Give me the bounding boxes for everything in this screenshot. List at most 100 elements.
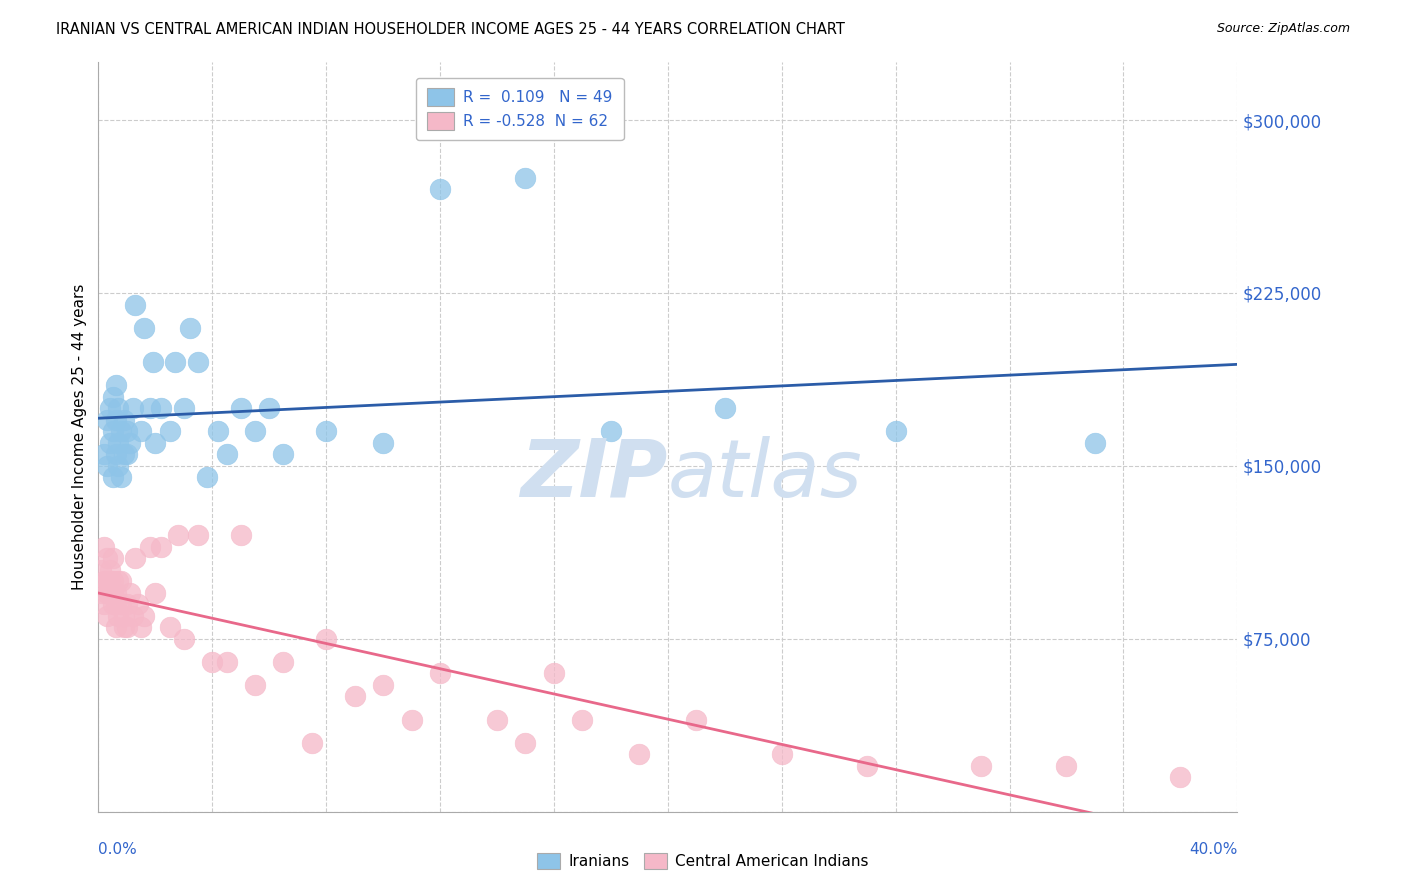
Legend: Iranians, Central American Indians: Iranians, Central American Indians: [531, 847, 875, 875]
Point: [132, 608, 155, 623]
Point: [107, 608, 129, 623]
Point: [515, 170, 537, 185]
Point: [118, 585, 141, 599]
Y-axis label: Householder Income Ages 25 - 44 years: Householder Income Ages 25 - 44 years: [72, 284, 87, 591]
Point: [107, 458, 129, 473]
Text: 40.0%: 40.0%: [1189, 842, 1237, 856]
Point: [101, 425, 124, 439]
Point: [107, 401, 129, 416]
Point: [884, 425, 907, 439]
Point: [373, 678, 395, 692]
Point: [115, 425, 138, 439]
Point: [115, 597, 138, 611]
Point: [93, 447, 115, 461]
Point: [138, 540, 160, 554]
Text: 0.0%: 0.0%: [98, 842, 138, 856]
Point: [159, 620, 181, 634]
Point: [98, 563, 121, 577]
Text: atlas: atlas: [668, 435, 863, 514]
Point: [96, 458, 118, 473]
Point: [127, 597, 149, 611]
Point: [207, 425, 229, 439]
Point: [107, 574, 129, 589]
Point: [110, 425, 132, 439]
Point: [104, 413, 127, 427]
Point: [96, 551, 118, 566]
Point: [115, 620, 138, 634]
Point: [201, 655, 224, 669]
Point: [173, 401, 195, 416]
Point: [90, 585, 112, 599]
Point: [173, 632, 195, 646]
Point: [243, 678, 266, 692]
Point: [98, 574, 121, 589]
Point: [138, 401, 160, 416]
Point: [145, 585, 167, 599]
Point: [165, 355, 187, 369]
Point: [150, 540, 173, 554]
Point: [98, 585, 121, 599]
Point: [101, 574, 124, 589]
Point: [104, 378, 127, 392]
Point: [110, 597, 132, 611]
Point: [115, 447, 138, 461]
Point: [124, 297, 146, 311]
Point: [104, 447, 127, 461]
Point: [373, 435, 395, 450]
Point: [96, 585, 118, 599]
Point: [229, 528, 252, 542]
Point: [101, 551, 124, 566]
Point: [429, 182, 451, 196]
Point: [215, 655, 238, 669]
Point: [101, 470, 124, 484]
Point: [101, 585, 124, 599]
Point: [685, 713, 707, 727]
Point: [401, 713, 423, 727]
Point: [110, 470, 132, 484]
Point: [121, 401, 143, 416]
Point: [195, 470, 218, 484]
Point: [93, 574, 115, 589]
Point: [112, 413, 135, 427]
Point: [315, 425, 337, 439]
Point: [104, 620, 127, 634]
Point: [1084, 435, 1107, 450]
Point: [129, 620, 152, 634]
Text: Source: ZipAtlas.com: Source: ZipAtlas.com: [1216, 22, 1350, 36]
Point: [628, 747, 651, 761]
Point: [101, 597, 124, 611]
Point: [543, 666, 565, 681]
Point: [215, 447, 238, 461]
Point: [429, 666, 451, 681]
Point: [112, 608, 135, 623]
Point: [229, 401, 252, 416]
Point: [90, 563, 112, 577]
Legend: R =  0.109   N = 49, R = -0.528  N = 62: R = 0.109 N = 49, R = -0.528 N = 62: [416, 78, 623, 140]
Point: [315, 632, 337, 646]
Point: [93, 597, 115, 611]
Point: [101, 390, 124, 404]
Point: [132, 320, 155, 334]
Point: [118, 435, 141, 450]
Point: [145, 435, 167, 450]
Point: [179, 320, 201, 334]
Point: [1170, 770, 1192, 784]
Text: ZIP: ZIP: [520, 435, 668, 514]
Point: [486, 713, 509, 727]
Text: IRANIAN VS CENTRAL AMERICAN INDIAN HOUSEHOLDER INCOME AGES 25 - 44 YEARS CORRELA: IRANIAN VS CENTRAL AMERICAN INDIAN HOUSE…: [56, 22, 845, 37]
Point: [259, 401, 281, 416]
Point: [129, 425, 152, 439]
Point: [141, 355, 163, 369]
Point: [301, 735, 323, 749]
Point: [159, 425, 181, 439]
Point: [714, 401, 737, 416]
Point: [96, 413, 118, 427]
Point: [273, 655, 295, 669]
Point: [96, 608, 118, 623]
Point: [970, 758, 993, 772]
Point: [571, 713, 593, 727]
Point: [515, 735, 537, 749]
Point: [124, 551, 146, 566]
Point: [167, 528, 190, 542]
Point: [243, 425, 266, 439]
